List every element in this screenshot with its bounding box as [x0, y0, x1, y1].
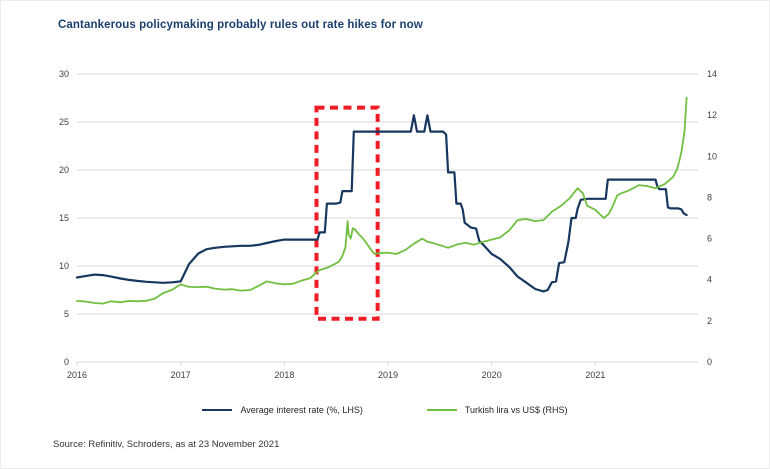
y-axis-label-left: 5: [64, 309, 69, 319]
y-axis-label-left: 25: [59, 117, 69, 127]
legend: Average interest rate (%, LHS) Turkish l…: [1, 405, 769, 415]
source-attribution: Source: Refinitiv, Schroders, as at 23 N…: [53, 439, 280, 450]
legend-item-interest-rate: Average interest rate (%, LHS): [202, 405, 363, 415]
x-axis-label: 2021: [585, 370, 605, 380]
legend-label-lira: Turkish lira vs US$ (RHS): [464, 405, 568, 415]
y-axis-label-right: 2: [707, 316, 712, 326]
y-axis-label-right: 12: [707, 110, 717, 120]
x-axis-label: 2016: [67, 370, 87, 380]
rate-line-swatch: [202, 408, 233, 412]
x-axis-label: 2018: [274, 370, 294, 380]
legend-item-lira: Turkish lira vs US$ (RHS): [426, 405, 568, 415]
x-axis-label: 2020: [482, 370, 502, 380]
y-axis-label-left: 0: [64, 357, 69, 367]
lira-line-swatch: [426, 408, 457, 412]
y-axis-label-right: 14: [707, 69, 717, 79]
y-axis-label-left: 20: [59, 165, 69, 175]
y-axis-label-right: 0: [707, 357, 712, 367]
y-axis-label-right: 6: [707, 234, 712, 244]
y-axis-label-left: 15: [59, 213, 69, 223]
y-axis-label-left: 10: [59, 261, 69, 271]
y-axis-label-right: 4: [707, 275, 712, 285]
y-axis-label-left: 30: [59, 69, 69, 79]
annotation-box: [314, 105, 380, 321]
rate-line: [75, 114, 688, 293]
legend-label-interest-rate: Average interest rate (%, LHS): [240, 405, 363, 415]
x-axis-label: 2019: [378, 370, 398, 380]
y-axis-label-right: 10: [707, 151, 717, 161]
x-axis-label: 2017: [171, 370, 191, 380]
y-axis-label-right: 8: [707, 192, 712, 202]
dual-axis-line-chart: 0 5 10 15 20 25 30 0 2 4 6 8 10 12 14 2016 2017 2018 2019 2…: [59, 69, 717, 380]
lira-line: [76, 96, 688, 305]
chart-title: Cantankerous policymaking probably rules…: [58, 19, 423, 31]
